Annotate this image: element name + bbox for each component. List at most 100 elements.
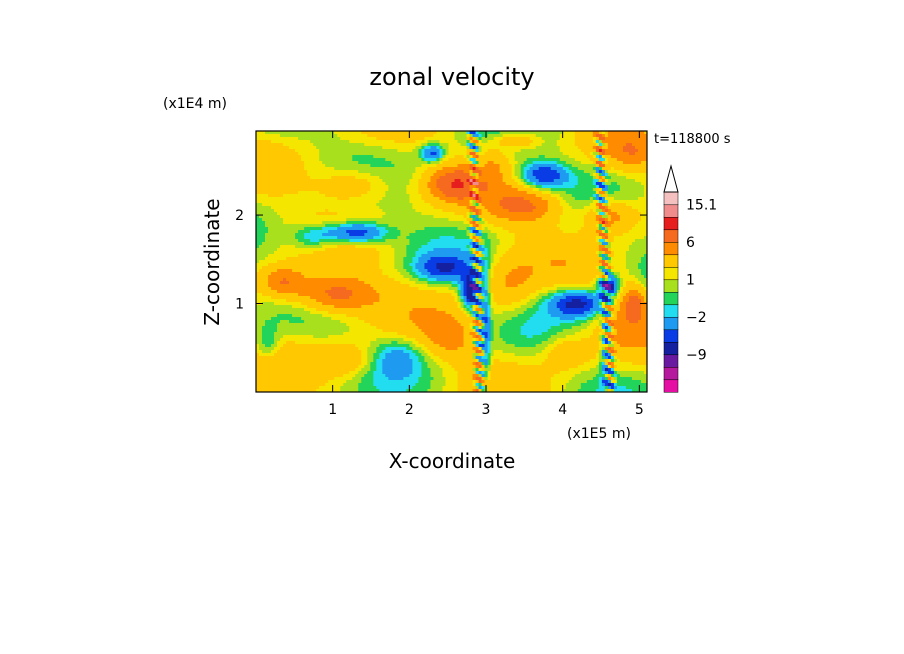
heat-cell	[544, 170, 549, 174]
heat-cell	[517, 134, 522, 138]
heat-cell	[259, 215, 263, 219]
heat-cell	[622, 239, 627, 243]
heat-cell	[310, 206, 314, 210]
heat-cell	[358, 131, 362, 135]
heat-cell	[274, 218, 278, 222]
heat-cell	[508, 212, 513, 216]
heat-cell	[427, 188, 431, 192]
heat-cell	[457, 164, 461, 168]
heat-cell	[547, 239, 552, 243]
heat-cell	[397, 164, 401, 168]
heat-cell	[481, 197, 485, 201]
heat-cell	[418, 167, 422, 171]
heat-cell	[400, 224, 404, 228]
heat-cell	[391, 239, 395, 243]
heat-cell	[637, 143, 642, 147]
heat-cell	[457, 212, 461, 216]
heat-cell	[298, 209, 302, 213]
heat-cell	[409, 230, 413, 234]
heat-cell	[643, 140, 648, 144]
heat-cell	[451, 206, 455, 210]
heat-cell	[307, 197, 311, 201]
heat-cell	[586, 197, 591, 201]
heat-cell	[346, 176, 350, 180]
heat-cell	[280, 242, 284, 246]
heat-cell	[583, 236, 588, 240]
heat-cell	[514, 176, 519, 180]
heat-cell	[604, 212, 609, 216]
heat-cell	[394, 170, 398, 174]
heat-cell	[361, 137, 365, 141]
heat-cell	[481, 161, 485, 165]
heat-cell	[328, 206, 332, 210]
heat-cell	[499, 158, 504, 162]
heat-cell	[550, 152, 555, 156]
heat-cell	[544, 137, 549, 141]
heat-cell	[514, 221, 519, 225]
heat-cell	[292, 182, 296, 186]
heat-cell	[364, 191, 368, 195]
heat-cell	[580, 176, 585, 180]
heat-cell	[523, 155, 528, 159]
heat-cell	[310, 212, 314, 216]
heat-cell	[547, 212, 552, 216]
heat-cell	[589, 137, 594, 141]
heat-cell	[361, 227, 365, 231]
heat-cell	[388, 221, 392, 225]
heat-cell	[295, 155, 299, 159]
heat-cell	[307, 137, 311, 141]
heat-cell	[571, 176, 576, 180]
heat-cell	[580, 224, 585, 228]
heat-cell	[631, 173, 636, 177]
heat-cell	[301, 155, 305, 159]
heat-cell	[367, 185, 371, 189]
heat-cell	[463, 152, 467, 156]
heat-cell	[418, 197, 422, 201]
heat-cell	[355, 230, 359, 234]
heat-cell	[286, 242, 290, 246]
heat-cell	[433, 173, 437, 177]
heat-cell	[421, 212, 425, 216]
heat-cell	[607, 149, 612, 153]
heat-cell	[466, 242, 470, 246]
heat-cell	[634, 197, 639, 201]
heat-cell	[286, 185, 290, 189]
heat-cell	[448, 176, 452, 180]
heat-cell	[382, 185, 386, 189]
heat-cell	[397, 137, 401, 141]
heat-cell	[493, 152, 498, 156]
heat-cell	[286, 224, 290, 228]
heat-cell	[379, 188, 383, 192]
heat-cell	[523, 197, 528, 201]
heat-cell	[325, 236, 329, 240]
heat-cell	[364, 194, 368, 198]
heat-cell	[430, 212, 434, 216]
heat-cell	[571, 182, 576, 186]
heat-cell	[517, 230, 522, 234]
heat-cell	[484, 218, 488, 222]
heat-cell	[619, 215, 624, 219]
heat-cell	[478, 173, 482, 177]
heat-cell	[412, 215, 416, 219]
heat-cell	[454, 218, 458, 222]
heat-cell	[508, 137, 513, 141]
heat-cell	[382, 236, 386, 240]
heat-cell	[541, 203, 546, 207]
heat-cell	[376, 134, 380, 138]
heat-cell	[391, 155, 395, 159]
heat-cell	[406, 194, 410, 198]
heat-cell	[505, 185, 510, 189]
heat-cell	[316, 233, 320, 237]
heat-cell	[307, 212, 311, 216]
heat-cell	[274, 221, 278, 225]
heat-cell	[334, 161, 338, 165]
heat-cell	[577, 134, 582, 138]
heat-cell	[547, 179, 552, 183]
heat-cell	[523, 137, 528, 141]
heat-cell	[622, 197, 627, 201]
heat-cell	[586, 161, 591, 165]
heat-cell	[448, 197, 452, 201]
heat-cell	[505, 173, 510, 177]
heat-cell	[493, 218, 498, 222]
